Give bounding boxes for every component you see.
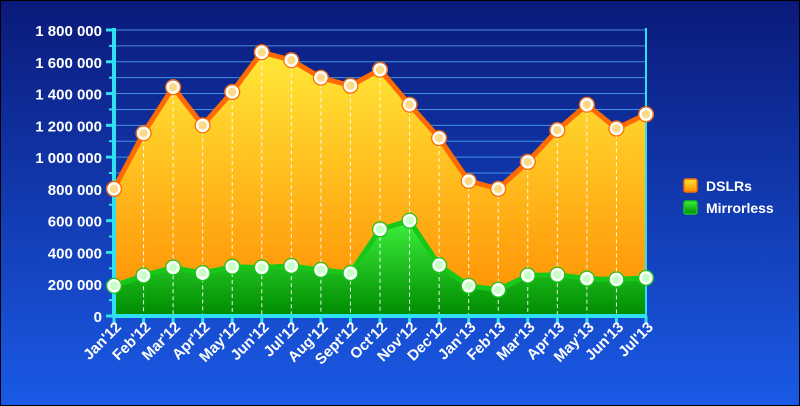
data-point-mirrorless: [195, 266, 210, 280]
y-tick-label: 1 200 000: [35, 118, 102, 135]
data-point-ring-dslrs: [608, 120, 625, 137]
data-point-dslrs: [550, 123, 565, 137]
data-point-mirrorless: [580, 271, 594, 286]
data-point-ring-dslrs: [283, 52, 300, 69]
data-point-ring-dslrs: [165, 79, 182, 96]
data-point-ring-mirrorless: [608, 271, 625, 288]
data-point-dslrs: [580, 97, 594, 112]
y-tick-label: 1 000 000: [35, 150, 102, 167]
data-point-ring-mirrorless: [135, 267, 152, 284]
data-point-ring-dslrs: [401, 96, 418, 113]
data-point-dslrs: [166, 80, 180, 94]
data-point-ring-dslrs: [578, 96, 595, 113]
data-point-dslrs: [255, 45, 269, 59]
data-point-ring-mirrorless: [194, 265, 211, 282]
data-point-ring-dslrs: [371, 61, 389, 78]
data-point-ring-mirrorless: [460, 277, 477, 294]
data-point-ring-mirrorless: [637, 269, 655, 286]
data-point-mirrorless: [284, 259, 299, 273]
data-point-mirrorless: [343, 266, 358, 280]
data-point-ring-dslrs: [342, 77, 359, 94]
data-point-ring-dslrs: [194, 117, 211, 134]
marker-layer: [105, 44, 655, 298]
data-point-ring-mirrorless: [253, 259, 270, 276]
data-point-ring-dslrs: [490, 180, 507, 197]
data-point-ring-dslrs: [253, 44, 270, 61]
data-point-ring-mirrorless: [401, 212, 418, 229]
data-point-dslrs: [107, 182, 121, 196]
data-point-mirrorless: [314, 263, 328, 277]
data-point-dslrs: [373, 62, 387, 77]
data-point-ring-mirrorless: [371, 221, 389, 238]
data-point-mirrorless: [107, 279, 121, 293]
data-point-ring-dslrs: [460, 172, 477, 190]
data-point-ring-dslrs: [637, 106, 655, 123]
data-point-ring-mirrorless: [549, 266, 566, 283]
legend: DSLRs Mirrorless: [683, 178, 774, 216]
data-point-dslrs: [136, 126, 151, 141]
data-point-mirrorless: [402, 213, 417, 228]
data-point-mirrorless: [491, 283, 505, 297]
data-point-ring-dslrs: [431, 129, 448, 147]
data-point-mirrorless: [166, 260, 180, 275]
data-point-ring-dslrs: [312, 69, 329, 86]
data-point-ring-mirrorless: [431, 257, 448, 274]
data-point-ring-mirrorless: [283, 257, 300, 275]
y-tick-label: 1 800 000: [35, 23, 102, 40]
legend-label-mirrorless: Mirrorless: [706, 200, 774, 216]
data-point-dslrs: [343, 78, 358, 93]
data-point-dslrs: [609, 121, 624, 136]
data-point-dslrs: [402, 97, 417, 112]
data-point-mirrorless: [609, 272, 624, 287]
data-point-mirrorless: [550, 267, 565, 282]
data-point-dslrs: [461, 174, 476, 188]
data-point-mirrorless: [373, 222, 387, 237]
data-point-ring-dslrs: [105, 180, 123, 197]
data-point-ring-mirrorless: [165, 259, 182, 276]
data-point-ring-dslrs: [549, 122, 566, 139]
data-point-ring-mirrorless: [578, 270, 595, 287]
y-tick-label: 600 000: [48, 214, 102, 231]
data-point-ring-mirrorless: [224, 258, 241, 275]
data-point-ring-dslrs: [224, 83, 241, 101]
data-point-mirrorless: [461, 279, 476, 293]
data-point-mirrorless: [255, 260, 269, 275]
data-point-ring-mirrorless: [490, 281, 507, 298]
y-tick-label: 800 000: [48, 182, 102, 199]
y-tick-label: 1 600 000: [35, 55, 102, 72]
data-point-ring-mirrorless: [342, 265, 359, 282]
data-point-mirrorless: [639, 271, 653, 285]
data-point-dslrs: [432, 131, 446, 145]
data-point-dslrs: [314, 70, 328, 85]
data-point-ring-mirrorless: [105, 277, 123, 294]
data-point-ring-dslrs: [519, 153, 536, 170]
data-point-mirrorless: [225, 259, 239, 274]
legend-swatch-mirrorless: [683, 200, 698, 215]
y-tick-label: 1 400 000: [35, 87, 102, 104]
data-point-mirrorless: [432, 258, 446, 272]
data-point-ring-dslrs: [135, 125, 152, 142]
data-point-dslrs: [284, 53, 299, 67]
data-point-ring-mirrorless: [519, 267, 536, 284]
data-point-dslrs: [225, 85, 239, 99]
data-point-dslrs: [521, 155, 535, 169]
data-point-ring-mirrorless: [312, 261, 329, 279]
legend-swatch-dslrs: [683, 178, 698, 193]
y-tick-label: 200 000: [48, 277, 102, 294]
data-point-mirrorless: [521, 268, 535, 283]
legend-label-dslrs: DSLRs: [706, 178, 752, 194]
data-point-dslrs: [639, 107, 653, 121]
data-point-dslrs: [195, 118, 210, 133]
data-point-dslrs: [491, 182, 505, 196]
y-tick-label: 0: [94, 309, 102, 326]
data-point-mirrorless: [136, 268, 151, 283]
y-tick-label: 400 000: [48, 245, 102, 262]
